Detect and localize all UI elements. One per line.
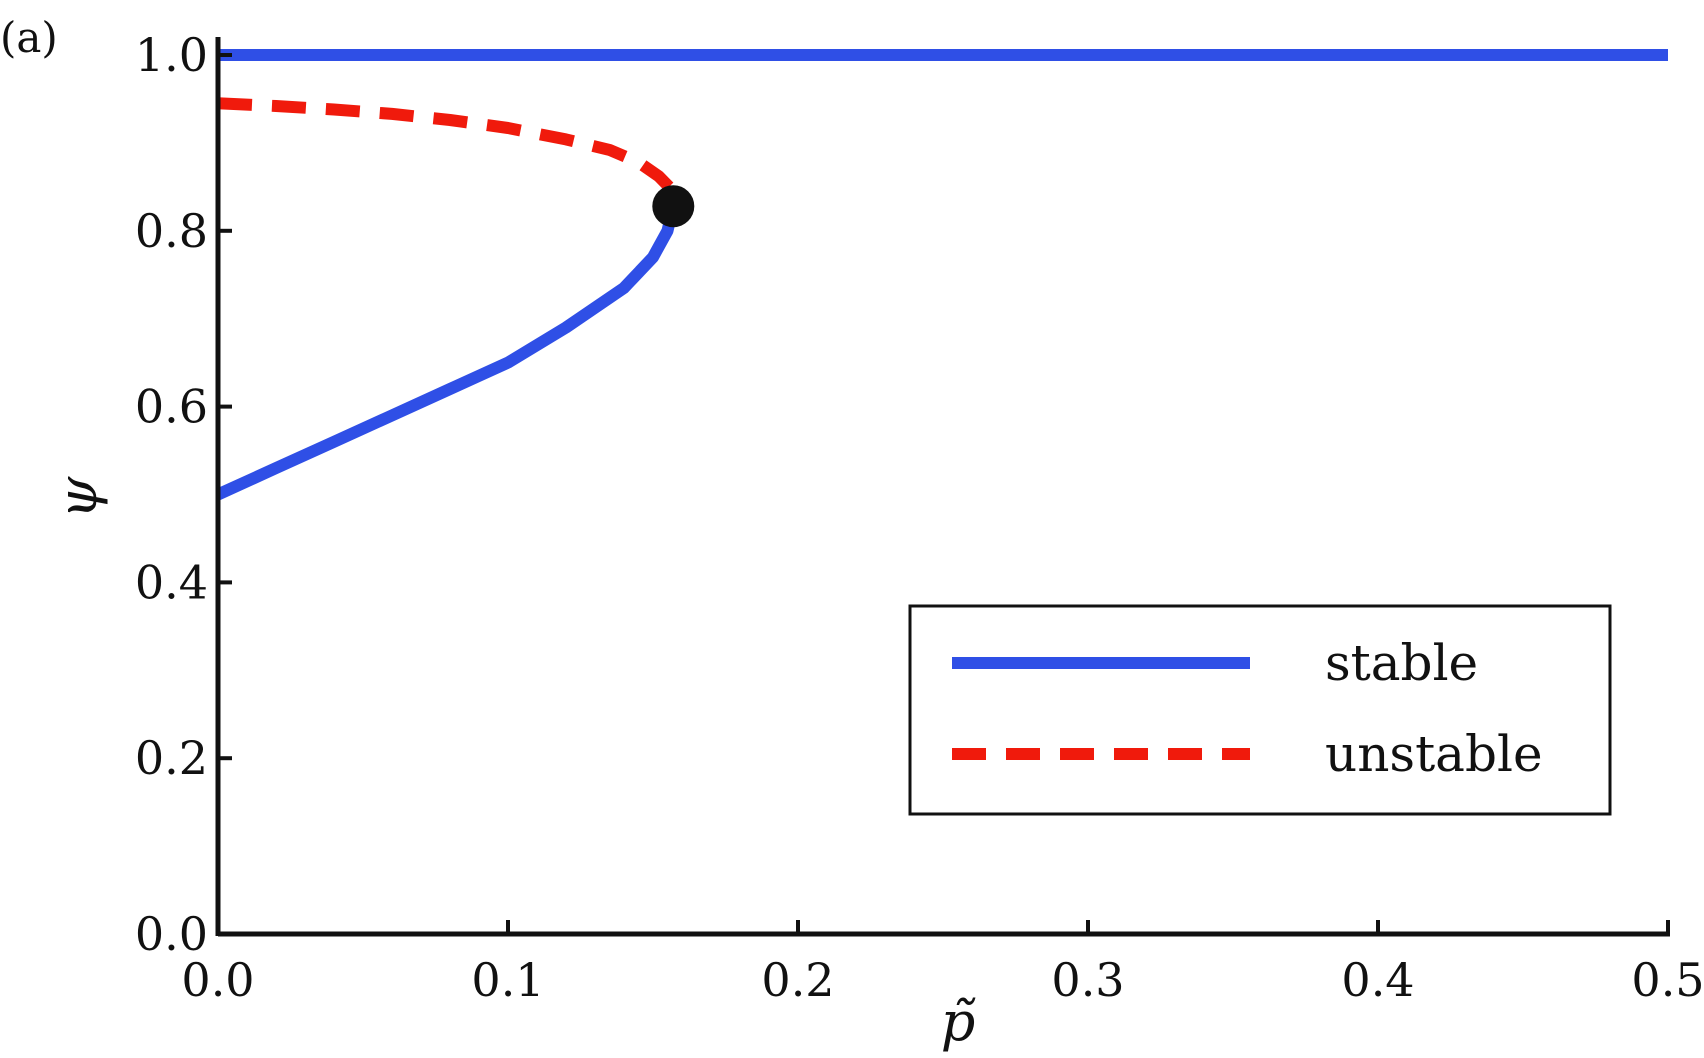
x-tick-label: 0.5 [1631, 953, 1704, 1007]
series-layer [215, 49, 1668, 500]
y-tick-label: 0.0 [135, 907, 208, 961]
saddle-node-point [652, 185, 695, 228]
x-tick-label: 0.0 [181, 953, 254, 1007]
series-unstable-2 [217, 97, 678, 196]
legend-label-stable: stable [1325, 634, 1478, 692]
x-axis-label: p̃ [941, 990, 976, 1053]
x-tick-label: 0.1 [471, 953, 544, 1007]
y-axis-label: ψ [46, 476, 109, 519]
x-tick-label: 0.4 [1341, 953, 1414, 1007]
axes: 0.0 0.1 0.2 0.3 0.4 0.5 0.0 0.2 0.4 0.6 0.8 1.0 [135, 28, 1704, 1007]
y-tick-label: 0.8 [135, 204, 208, 258]
legend-label-unstable: unstable [1325, 725, 1543, 783]
legend-box [908, 604, 1612, 816]
y-tick-label: 0.6 [135, 380, 208, 434]
x-tick-label: 0.2 [761, 953, 834, 1007]
y-tick-label: 0.2 [135, 731, 208, 785]
y-tick-label: 0.4 [135, 555, 208, 609]
panel-label: (a) [0, 13, 58, 62]
legend: stable unstable [908, 604, 1612, 816]
series-stable-1 [215, 204, 680, 500]
x-tick-label: 0.3 [1051, 953, 1124, 1007]
y-tick-label: 1.0 [135, 28, 208, 82]
